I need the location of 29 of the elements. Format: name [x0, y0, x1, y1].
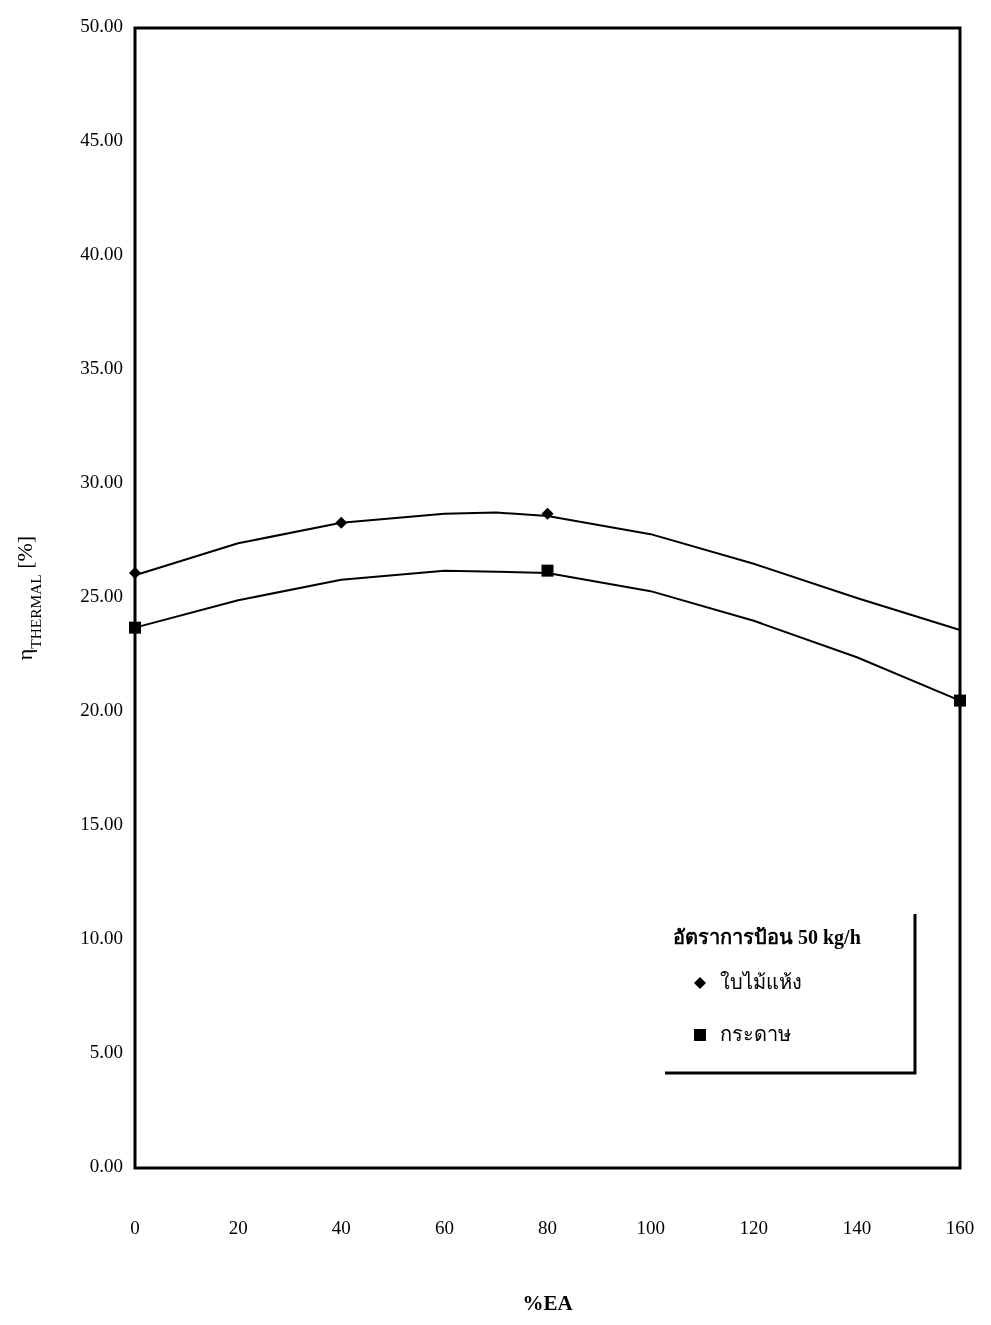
point — [335, 516, 348, 529]
point — [129, 621, 141, 634]
y-tick-label: 35.00 — [80, 357, 123, 379]
y-tick-label: 30.00 — [80, 471, 123, 493]
y-tick-label: 5.00 — [89, 1041, 123, 1063]
x-tick-label: 60 — [434, 1217, 454, 1239]
y-tick-label: 40.00 — [80, 243, 123, 265]
y-tick-label: 15.00 — [80, 813, 123, 835]
y-tick-label: 0.00 — [89, 1155, 123, 1177]
x-tick-label: 40 — [331, 1217, 351, 1239]
x-tick-label: 20 — [228, 1217, 248, 1239]
point — [541, 507, 554, 520]
legend-label: กระดาษ — [720, 1023, 791, 1045]
x-tick-label: 100 — [636, 1217, 665, 1239]
y-tick-label: 10.00 — [80, 927, 123, 949]
x-tick-label: 120 — [739, 1217, 768, 1239]
y-tick-label: 20.00 — [80, 699, 123, 721]
y-tick-label: 45.00 — [80, 129, 123, 151]
point — [954, 694, 966, 707]
x-tick-label: 80 — [538, 1217, 557, 1239]
y-tick-label: 50.00 — [80, 15, 123, 37]
x-tick-label: 160 — [945, 1217, 975, 1239]
y-tick-label: 25.00 — [80, 585, 123, 607]
point — [541, 564, 554, 577]
x-axis-title: %EA — [522, 1291, 574, 1315]
legend-label: ใบไม้แห้ง — [720, 971, 802, 993]
x-tick-label: 0 — [130, 1217, 140, 1239]
legend-title: อัตราการป้อน 50 kg/h — [673, 926, 861, 949]
x-tick-label: 140 — [842, 1217, 872, 1239]
